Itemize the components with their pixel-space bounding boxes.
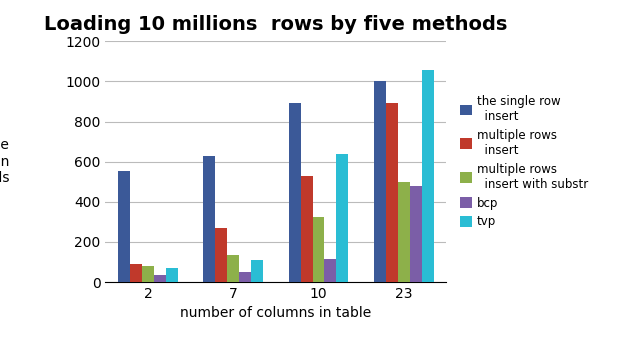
Bar xyxy=(118,171,130,282)
X-axis label: number of columns in table: number of columns in table xyxy=(180,307,371,321)
Bar xyxy=(312,217,324,282)
Bar xyxy=(215,228,228,282)
Bar xyxy=(422,71,433,282)
Bar xyxy=(301,176,312,282)
Bar xyxy=(398,182,410,282)
Bar xyxy=(228,255,239,282)
Bar xyxy=(410,186,422,282)
Bar xyxy=(289,104,301,282)
Legend: the single row
  insert, multiple rows
  insert, multiple rows
  insert with sub: the single row insert, multiple rows ins… xyxy=(456,90,593,233)
Bar xyxy=(142,266,154,282)
Bar xyxy=(386,104,398,282)
Bar xyxy=(203,155,215,282)
Title: Loading 10 millions  rows by five methods: Loading 10 millions rows by five methods xyxy=(44,15,508,34)
Bar xyxy=(166,268,178,282)
Bar xyxy=(374,82,386,282)
Bar xyxy=(130,264,142,282)
Bar xyxy=(337,154,348,282)
Bar xyxy=(154,275,166,282)
Bar xyxy=(239,272,251,282)
Bar xyxy=(251,260,263,282)
Bar xyxy=(324,259,337,282)
Y-axis label: response
time in
seconds: response time in seconds xyxy=(0,139,10,185)
